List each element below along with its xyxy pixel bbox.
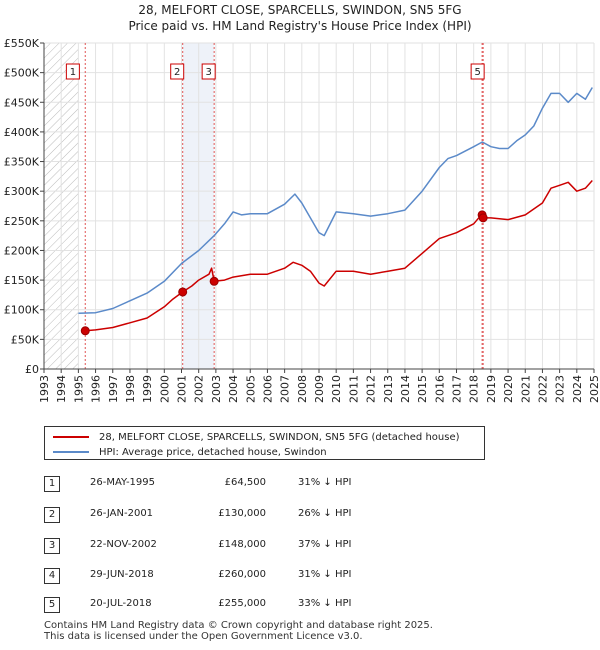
transaction-date: 26-MAY-1995 <box>90 477 156 488</box>
marker-box-1 <box>65 63 80 80</box>
legend-line-property <box>53 436 89 438</box>
transaction-row: 1 26-MAY-1995 £64,500 31% ↓ HPI <box>44 475 464 495</box>
x-tick-label: 2015 <box>416 375 429 403</box>
x-tick-label: 2020 <box>502 375 515 403</box>
transaction-date: 29-JUN-2018 <box>90 569 154 580</box>
x-tick-label: 1997 <box>107 375 120 403</box>
x-tick-label: 2010 <box>330 375 343 403</box>
y-tick-label: £550K <box>4 37 40 50</box>
legend-label-hpi: HPI: Average price, detached house, Swin… <box>99 446 327 458</box>
footer-line-2: This data is licensed under the Open Gov… <box>44 631 363 642</box>
sale-point-3 <box>209 276 219 286</box>
legend-line-hpi <box>53 451 89 453</box>
marker-box-label-1: 1 <box>70 67 76 78</box>
x-tick-label: 2021 <box>519 375 532 403</box>
y-tick-label: £100K <box>4 304 40 317</box>
price-chart: 1 2 3 5 £0 £50K £100K £150K £200K £250K £300K £350… <box>4 37 600 403</box>
footer-line-1: Contains HM Land Registry data © Crown c… <box>44 620 433 631</box>
y-tick-label: £0 <box>25 363 39 376</box>
y-tick-label: £150K <box>4 274 40 287</box>
y-tick-label: £250K <box>4 215 40 228</box>
legend-item-hpi: HPI: Average price, detached house, Swin… <box>53 445 327 459</box>
x-tick-label: 2007 <box>279 375 292 403</box>
marker-box-5 <box>470 63 485 80</box>
transaction-price: £64,500 <box>224 477 266 488</box>
y-tick-label: £200K <box>4 244 40 257</box>
marker-box-3 <box>201 63 216 80</box>
sale-point-2 <box>178 287 188 297</box>
marker-box-label-2: 2 <box>174 67 180 78</box>
transaction-date: 26-JAN-2001 <box>90 508 154 519</box>
x-tick-label: 2001 <box>176 375 189 403</box>
legend-item-property: 28, MELFORT CLOSE, SPARCELLS, SWINDON, S… <box>53 430 460 444</box>
x-tick-label: 2012 <box>365 375 378 403</box>
footer-attribution: Contains HM Land Registry data © Crown c… <box>44 620 433 642</box>
x-tick-label: 2004 <box>227 375 240 403</box>
legend-label-property: 28, MELFORT CLOSE, SPARCELLS, SWINDON, S… <box>99 431 460 443</box>
x-tick-label: 2018 <box>468 375 481 403</box>
x-tick-label: 2000 <box>158 375 171 403</box>
marker-box-label-5: 5 <box>474 67 480 78</box>
x-tick-label: 2002 <box>193 375 206 403</box>
chart-title: 28, MELFORT CLOSE, SPARCELLS, SWINDON, S… <box>138 3 462 17</box>
x-tick-label: 1993 <box>38 375 51 403</box>
transaction-hpi: 26% ↓ HPI <box>298 508 352 519</box>
x-tick-label: 2013 <box>382 375 395 403</box>
x-tick-label: 2019 <box>485 375 498 403</box>
x-tick-label: 2005 <box>244 375 257 403</box>
x-tick-label: 2025 <box>588 375 600 403</box>
x-tick-label: 2023 <box>554 375 567 403</box>
transaction-price: £130,000 <box>218 508 266 519</box>
sale-point-5 <box>478 213 488 223</box>
x-tick-label: 2022 <box>536 375 549 403</box>
marker-box-2 <box>170 63 185 80</box>
transaction-hpi: 31% ↓ HPI <box>298 569 352 580</box>
transaction-number: 4 <box>44 568 60 584</box>
transaction-date: 20-JUL-2018 <box>90 598 152 609</box>
x-tick-label: 2008 <box>296 375 309 403</box>
transaction-hpi: 33% ↓ HPI <box>298 598 352 609</box>
x-tick-label: 1999 <box>141 375 154 403</box>
x-tick-label: 2016 <box>433 375 446 403</box>
transaction-hpi: 37% ↓ HPI <box>298 539 352 550</box>
chart-legend: 28, MELFORT CLOSE, SPARCELLS, SWINDON, S… <box>44 426 485 460</box>
x-tick-label: 1995 <box>72 375 85 403</box>
x-tick-label: 2017 <box>451 375 464 403</box>
x-tick-label: 2024 <box>571 375 584 403</box>
transaction-row: 2 26-JAN-2001 £130,000 26% ↓ HPI <box>44 506 464 526</box>
transaction-row: 3 22-NOV-2002 £148,000 37% ↓ HPI <box>44 537 464 557</box>
y-tick-label: £50K <box>11 333 40 346</box>
transaction-number: 1 <box>44 476 60 492</box>
series-line-hpi <box>78 87 593 315</box>
y-tick-label: £400K <box>4 126 40 139</box>
transaction-row: 5 20-JUL-2018 £255,000 33% ↓ HPI <box>44 596 464 616</box>
transaction-row: 4 29-JUN-2018 £260,000 31% ↓ HPI <box>44 567 464 587</box>
transaction-number: 3 <box>44 538 60 554</box>
y-tick-label: £450K <box>4 96 40 109</box>
x-tick-label: 1994 <box>55 375 68 403</box>
transaction-number: 5 <box>44 597 60 613</box>
x-tick-label: 1998 <box>124 375 137 403</box>
transaction-date: 22-NOV-2002 <box>90 539 157 550</box>
x-tick-label: 2003 <box>210 375 223 403</box>
marker-box-label-3: 3 <box>205 67 211 78</box>
y-tick-label: £350K <box>4 156 40 169</box>
x-tick-label: 2014 <box>399 375 412 403</box>
transaction-number: 2 <box>44 507 60 523</box>
x-tick-label: 2009 <box>313 375 326 403</box>
transaction-price: £255,000 <box>218 598 266 609</box>
chart-subtitle: Price paid vs. HM Land Registry's House … <box>128 19 472 33</box>
x-tick-label: 1996 <box>90 375 103 403</box>
sale-point-1 <box>80 326 90 336</box>
transaction-price: £260,000 <box>218 569 266 580</box>
y-tick-label: £500K <box>4 67 40 80</box>
x-tick-label: 2011 <box>347 375 360 403</box>
y-tick-label: £300K <box>4 185 40 198</box>
transaction-price: £148,000 <box>218 539 266 550</box>
x-tick-label: 2006 <box>261 375 274 403</box>
transaction-hpi: 31% ↓ HPI <box>298 477 352 488</box>
